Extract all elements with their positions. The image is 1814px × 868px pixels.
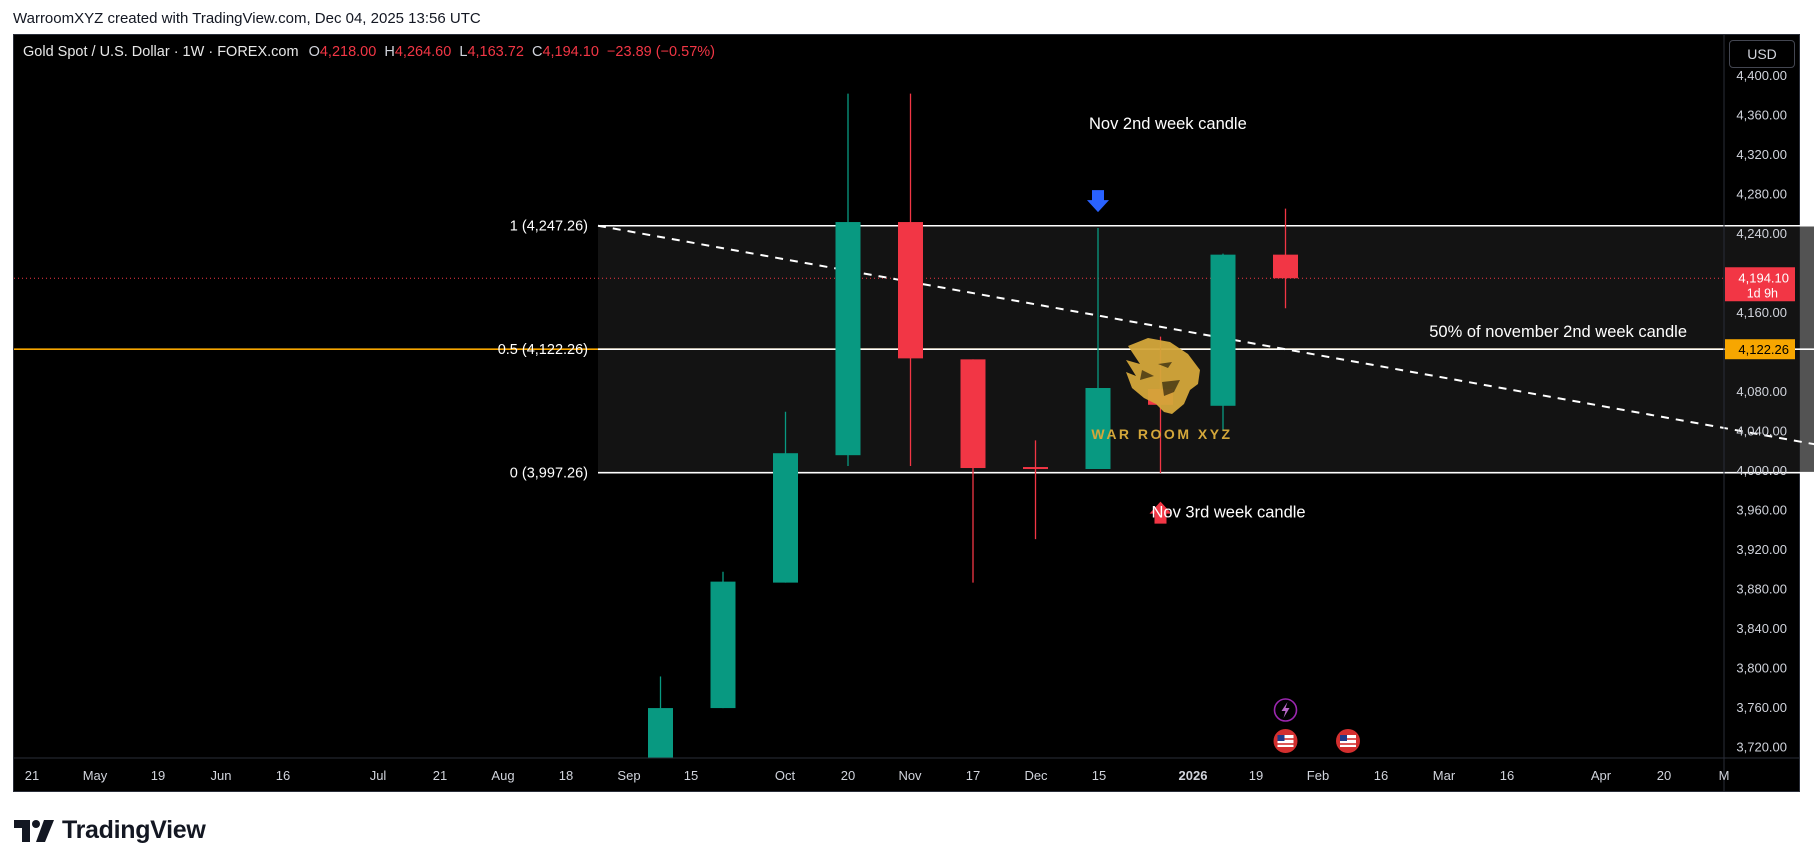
annotation-text: Nov 3rd week candle (1152, 503, 1306, 521)
symbol-title[interactable]: Gold Spot / U.S. Dollar · 1W · FOREX.com (23, 44, 299, 60)
x-tick-label: Oct (775, 768, 796, 783)
candle-body (898, 222, 923, 359)
dashed-trendline (597, 224, 1814, 446)
annotation-text: Nov 2nd week candle (1089, 115, 1247, 133)
y-tick-label: 4,000.00 (1736, 463, 1787, 478)
x-tick-label: Feb (1307, 768, 1329, 783)
y-tick-label: 4,400.00 (1736, 68, 1787, 83)
x-tick-label: 2026 (1179, 768, 1208, 783)
fib-level-label: 0.5 (4,122.26) (498, 342, 588, 358)
y-tick-label: 3,920.00 (1736, 542, 1787, 557)
y-tick-label: 3,840.00 (1736, 621, 1787, 636)
open-value: 4,218.00 (319, 44, 377, 60)
low-label: L (459, 44, 468, 60)
x-tick-label: 17 (966, 768, 980, 783)
y-tick-label: 3,880.00 (1736, 582, 1787, 597)
bar-countdown: 1d 9h (1747, 286, 1778, 300)
tradingview-logo-icon (14, 819, 54, 842)
x-tick-label: Sep (617, 768, 640, 783)
close-value: 4,194.10 (542, 44, 599, 60)
candle[interactable] (1273, 208, 1298, 309)
x-tick-label: Dec (1024, 768, 1048, 783)
x-tick-label: Jun (211, 768, 232, 783)
fifty-percent-annotation: 50% of november 2nd week candle (1429, 323, 1687, 341)
change-value: −23.89 (−0.57%) (606, 44, 715, 60)
us-flag-canton (1277, 735, 1285, 741)
candle[interactable] (835, 93, 861, 467)
x-tick-label: 18 (559, 768, 573, 783)
current-price-badge (1725, 267, 1795, 302)
candle-body (710, 581, 736, 709)
y-tick-label: 4,280.00 (1736, 186, 1787, 201)
candle-body (960, 359, 986, 469)
x-tick-label: Mar (1433, 768, 1456, 783)
low-value: 4,163.72 (467, 44, 524, 60)
x-tick-label: 20 (841, 768, 855, 783)
x-tick-label: 19 (151, 768, 165, 783)
y-tick-label: 4,160.00 (1736, 305, 1787, 320)
candle-body (835, 222, 861, 456)
x-tick-label: 16 (1374, 768, 1388, 783)
candle[interactable] (710, 571, 736, 709)
y-tick-label: 4,320.00 (1736, 147, 1787, 162)
y-tick-label: 4,240.00 (1736, 226, 1787, 241)
x-tick-label: 15 (684, 768, 698, 783)
arrow-up-icon (1149, 501, 1172, 524)
y-tick-label: 4,040.00 (1736, 423, 1787, 438)
close-label: C (531, 44, 543, 60)
x-tick-label: 20 (1657, 768, 1671, 783)
open-label: O (308, 44, 320, 60)
x-tick-label: Apr (1591, 768, 1612, 783)
y-tick-label: 4,360.00 (1736, 107, 1787, 122)
y-tick-label: 4,080.00 (1736, 384, 1787, 399)
current-price-label: 4,194.10 (1738, 270, 1789, 285)
chart-caption: WarroomXYZ created with TradingView.com,… (13, 10, 481, 27)
y-tick-label: 3,800.00 (1736, 661, 1787, 676)
candle-body (648, 708, 673, 758)
fib-level-label: 1 (4,247.26) (510, 219, 588, 235)
currency-button[interactable]: USD (1729, 40, 1795, 68)
ohlc-legend: Gold Spot / U.S. Dollar · 1W · FOREX.com… (23, 44, 715, 60)
candle[interactable] (773, 411, 798, 583)
candle-body (773, 453, 798, 583)
candle[interactable] (648, 676, 673, 781)
x-tick-label: Aug (491, 768, 514, 783)
x-tick-label: M (1719, 768, 1730, 783)
lightning-bolt-shape (1281, 702, 1290, 718)
candle-body (1023, 467, 1048, 470)
x-tick-label: 16 (276, 768, 290, 783)
x-tick-label: May (83, 768, 108, 783)
x-tick-label: 16 (1500, 768, 1514, 783)
fifty-percent-badge (1725, 339, 1795, 360)
y-tick-label: 3,760.00 (1736, 700, 1787, 715)
watermark-text: WAR ROOM XYZ (1091, 426, 1232, 442)
arrow-down-icon (1087, 190, 1109, 213)
candle[interactable] (960, 359, 986, 583)
candle[interactable] (1023, 440, 1048, 540)
us-flag-canton (1340, 735, 1347, 741)
tradingview-logo[interactable]: TradingView (14, 816, 206, 845)
x-tick-label: 21 (433, 768, 447, 783)
lion-head-icon (1126, 338, 1200, 414)
x-tick-label: Nov (898, 768, 922, 783)
x-tick-label: 21 (25, 768, 39, 783)
candle[interactable] (1085, 227, 1111, 470)
high-label: H (384, 44, 395, 60)
x-tick-label: 19 (1249, 768, 1263, 783)
candle[interactable] (898, 93, 923, 467)
y-tick-label: 3,720.00 (1736, 740, 1787, 755)
candle-body (1210, 254, 1236, 406)
fib-level-label: 0 (3,997.26) (510, 466, 588, 482)
fifty-percent-price-label: 4,122.26 (1738, 342, 1789, 357)
x-tick-label: Jul (370, 768, 387, 783)
y-tick-label: 3,960.00 (1736, 503, 1787, 518)
candle-body (1085, 388, 1111, 470)
candle-body (1273, 254, 1298, 279)
high-value: 4,264.60 (394, 44, 452, 60)
x-tick-label: 15 (1092, 768, 1106, 783)
candle[interactable] (1210, 253, 1236, 431)
tradingview-logo-text: TradingView (62, 816, 206, 844)
